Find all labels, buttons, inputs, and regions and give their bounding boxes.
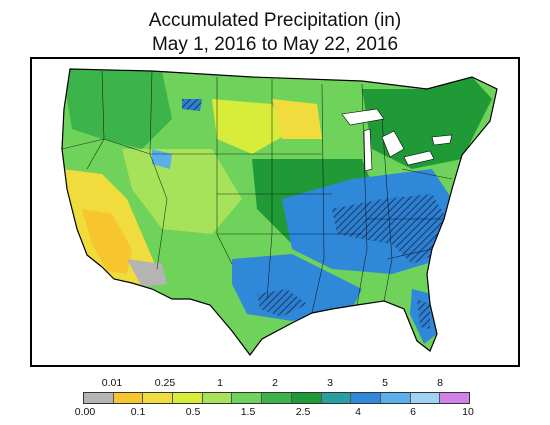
great-lakes [341, 108, 453, 172]
precipitation-map [30, 57, 520, 367]
legend-swatch-4 [202, 393, 233, 403]
state-borders [61, 70, 453, 314]
color-legend-bar [83, 392, 470, 404]
legend-swatch-1 [113, 393, 144, 403]
legend-swatch-2 [143, 393, 174, 403]
legend-label-top: 2 [272, 377, 278, 389]
legend-label-bottom: 10 [462, 406, 474, 418]
legend-swatch-5 [232, 393, 263, 403]
map-subtitle: May 1, 2016 to May 22, 2016 [151, 34, 399, 55]
legend-swatch-8 [321, 393, 352, 403]
precip-fill-layer [62, 69, 497, 355]
legend-label-top: 1 [217, 377, 223, 389]
legend-label-bottom: 4 [355, 406, 361, 418]
legend-label-bottom: 0.1 [130, 406, 146, 418]
legend-label-bottom: 0.00 [74, 406, 96, 418]
legend-swatch-0 [84, 393, 114, 403]
legend-label-bottom: 1.5 [240, 406, 256, 418]
legend-label-bottom: 0.5 [185, 406, 201, 418]
us-map-svg [32, 59, 518, 365]
legend-label-bottom: 6 [410, 406, 416, 418]
legend-label-top: 0.01 [101, 377, 123, 389]
legend-swatch-3 [173, 393, 203, 403]
legend-swatch-11 [410, 393, 441, 403]
legend-swatch-12 [440, 393, 469, 403]
legend-swatch-7 [291, 393, 322, 403]
legend-label-bottom: 2.5 [295, 406, 311, 418]
legend-label-top: 5 [382, 377, 388, 389]
legend-swatch-10 [380, 393, 411, 403]
legend-label-top: 3 [327, 377, 333, 389]
legend-label-top: 0.25 [154, 377, 176, 389]
legend-label-top: 8 [437, 377, 443, 389]
legend-swatch-6 [262, 393, 292, 403]
legend-swatch-9 [351, 393, 381, 403]
map-title: Accumulated Precipitation (in) [148, 10, 402, 31]
